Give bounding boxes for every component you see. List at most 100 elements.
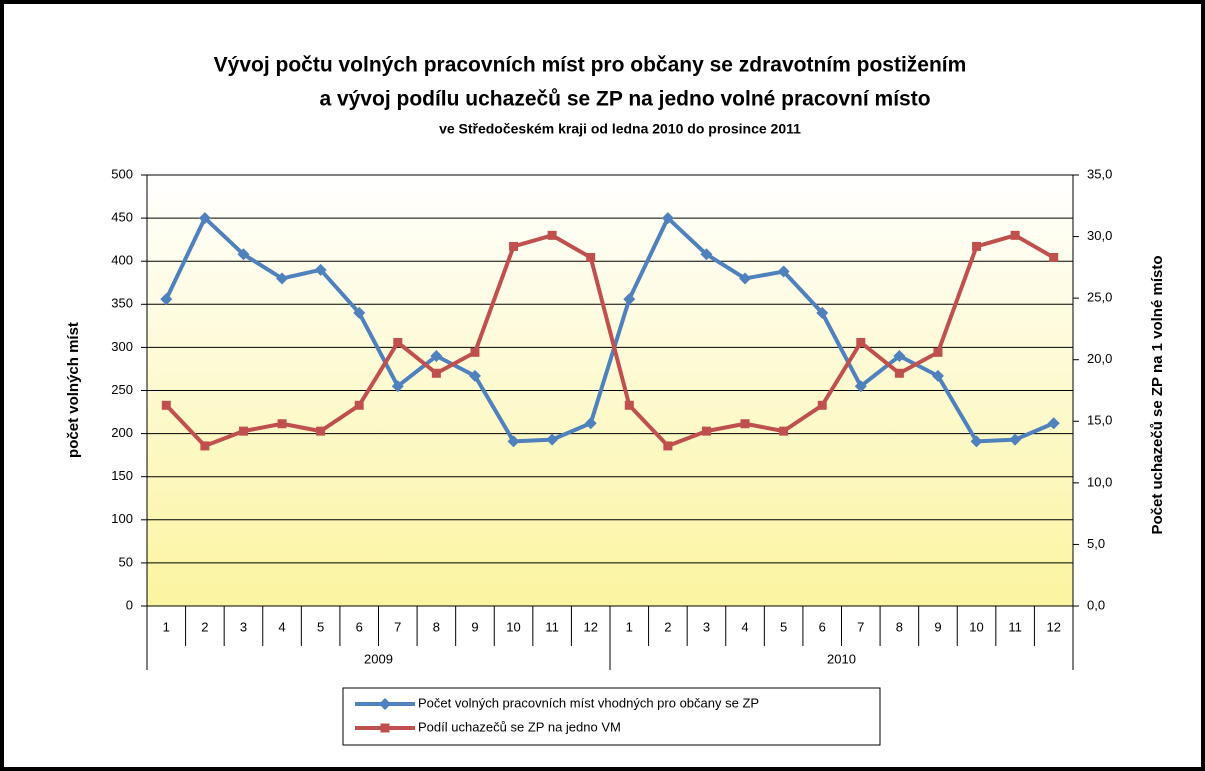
data-point xyxy=(701,426,711,436)
y2-tick-label: 10,0 xyxy=(1087,474,1112,489)
data-point xyxy=(277,419,287,429)
data-point xyxy=(972,241,982,251)
y-tick-label: 50 xyxy=(119,554,133,569)
data-point xyxy=(161,400,171,410)
y2-tick-label: 20,0 xyxy=(1087,351,1112,366)
y-tick-label: 150 xyxy=(111,468,133,483)
x-tick-label: 3 xyxy=(703,619,710,634)
y-tick-label: 400 xyxy=(111,253,133,268)
data-point xyxy=(198,212,211,225)
y-tick-label: 450 xyxy=(111,210,133,225)
series-line xyxy=(164,233,1055,448)
x-tick-label: 10 xyxy=(506,619,520,634)
data-point xyxy=(661,212,674,225)
data-point xyxy=(391,380,404,393)
x-tick-label: 7 xyxy=(394,619,401,634)
data-point xyxy=(586,253,596,263)
x-tick-label: 4 xyxy=(741,619,748,634)
y2-tick-label: 5,0 xyxy=(1087,536,1105,551)
y2-tick-label: 30,0 xyxy=(1087,228,1112,243)
x-tick-label: 5 xyxy=(317,619,324,634)
data-point xyxy=(894,368,904,378)
y2-axis-title: Počet uchazečů se ZP na 1 volné místo xyxy=(1149,256,1166,535)
y2-tick-label: 35,0 xyxy=(1087,166,1112,181)
data-point xyxy=(1009,433,1022,446)
x-tick-label: 12 xyxy=(583,619,597,634)
y2-tick-label: 25,0 xyxy=(1087,290,1112,305)
data-point xyxy=(777,265,790,278)
data-point xyxy=(816,306,829,319)
data-point xyxy=(430,350,443,363)
data-point xyxy=(316,426,326,436)
legend-marker xyxy=(379,698,391,710)
x-tick-label: 9 xyxy=(471,619,478,634)
data-point xyxy=(546,433,559,446)
data-point xyxy=(663,441,673,451)
data-point xyxy=(509,241,519,251)
data-point xyxy=(779,426,789,436)
x-tick-label: 6 xyxy=(356,619,363,634)
data-point xyxy=(354,400,364,410)
chart-subtitle: ve Středočeském kraji od ledna 2010 do p… xyxy=(439,121,801,137)
y-tick-label: 500 xyxy=(111,166,133,181)
data-point xyxy=(893,350,906,363)
legend xyxy=(342,687,881,746)
y-tick-label: 350 xyxy=(111,296,133,311)
y-tick-label: 300 xyxy=(111,339,133,354)
data-point xyxy=(1047,417,1060,430)
x-tick-label: 3 xyxy=(240,619,247,634)
data-point xyxy=(276,272,289,285)
x-tick-label: 8 xyxy=(896,619,903,634)
data-point xyxy=(237,248,250,261)
data-point xyxy=(970,435,983,448)
x-tick-label: 11 xyxy=(545,619,559,634)
data-point xyxy=(547,230,557,240)
data-point xyxy=(854,380,867,393)
data-point xyxy=(739,272,752,285)
x-tick-label: 7 xyxy=(857,619,864,634)
chart-title: a vývoj podílu uchazečů se ZP na jedno v… xyxy=(319,88,930,111)
data-point xyxy=(507,435,520,448)
x-tick-label: 4 xyxy=(278,619,285,634)
data-point xyxy=(624,400,634,410)
chart-title: Vývoj počtu volných pracovních míst pro … xyxy=(214,54,967,77)
legend-label: Počet volných pracovních míst vhodných p… xyxy=(418,695,759,710)
data-point xyxy=(470,347,480,357)
data-point xyxy=(740,419,750,429)
data-point xyxy=(700,248,713,261)
x-tick-label: 2 xyxy=(664,619,671,634)
data-point xyxy=(817,400,827,410)
data-point xyxy=(238,426,248,436)
x-tick-label: 5 xyxy=(780,619,787,634)
data-point xyxy=(623,293,636,306)
x-tick-label: 10 xyxy=(969,619,983,634)
x-tick-label: 1 xyxy=(626,619,633,634)
legend-marker xyxy=(380,723,390,733)
x-tick-label: 9 xyxy=(934,619,941,634)
data-point xyxy=(393,337,403,347)
x-tick-label: 8 xyxy=(433,619,440,634)
x-tick-label: 2 xyxy=(201,619,208,634)
data-point xyxy=(1010,230,1020,240)
data-point xyxy=(353,306,366,319)
data-point xyxy=(584,417,597,430)
data-point xyxy=(160,293,173,306)
group-label: 2010 xyxy=(827,651,856,666)
x-tick-label: 11 xyxy=(1008,619,1022,634)
y-tick-label: 200 xyxy=(111,425,133,440)
legend-label: Podíl uchazečů se ZP na jedno VM xyxy=(418,719,621,734)
y-tick-label: 100 xyxy=(111,511,133,526)
group-label: 2009 xyxy=(364,651,393,666)
data-point xyxy=(933,347,943,357)
data-point xyxy=(1049,253,1059,263)
data-point xyxy=(431,368,441,378)
y-tick-label: 250 xyxy=(111,382,133,397)
x-tick-label: 12 xyxy=(1046,619,1060,634)
data-point xyxy=(314,263,327,276)
data-point xyxy=(468,369,481,382)
x-tick-label: 6 xyxy=(819,619,826,634)
data-point xyxy=(200,441,210,451)
data-point xyxy=(931,369,944,382)
data-point xyxy=(856,337,866,347)
